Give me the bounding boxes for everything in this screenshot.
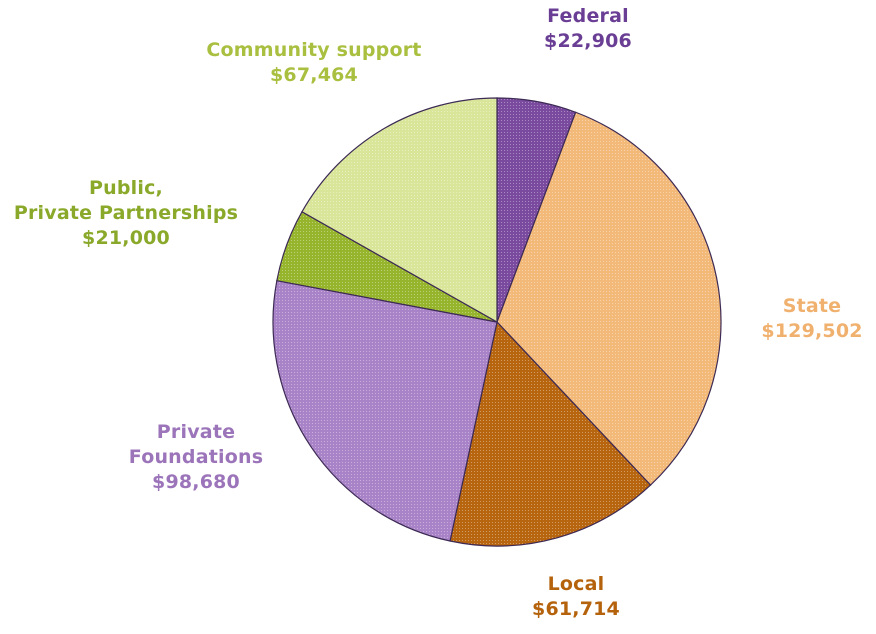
slice-value-label: $129,502	[761, 320, 863, 342]
slice-value-label: $67,464	[270, 64, 358, 86]
slice-name-line: State	[782, 295, 842, 317]
slice-value-label: $22,906	[544, 30, 632, 52]
slice-name-line: Community support	[206, 39, 422, 61]
slice-name-line: Private	[156, 421, 236, 443]
slice-label-federal: Federal $22,906	[544, 4, 632, 54]
slice-name-line: Local	[547, 573, 605, 595]
slice-name-line: Federal	[547, 5, 629, 27]
slice-label-public-private-partnerships: Public, Private Partnerships $21,000	[14, 176, 238, 251]
slice-value-label: $98,680	[152, 471, 240, 493]
slice-name-line: Private Partnerships	[13, 202, 239, 224]
slice-value-label: $61,714	[532, 598, 620, 620]
pie-slice-local	[449, 320, 652, 547]
slice-label-community-support: Community support $67,464	[206, 38, 421, 88]
slice-name-line: Public,	[89, 177, 163, 199]
pie-slice-community-support	[301, 97, 498, 324]
pie-slice-state	[496, 111, 722, 486]
pie-slice-private-foundations	[272, 279, 498, 542]
slice-label-private-foundations: Private Foundations $98,680	[129, 420, 263, 495]
slice-label-state: State $129,502	[761, 294, 862, 344]
slice-value-label: $21,000	[82, 227, 170, 249]
slice-name-line: Foundations	[128, 446, 264, 468]
slice-label-local: Local $61,714	[532, 572, 620, 622]
